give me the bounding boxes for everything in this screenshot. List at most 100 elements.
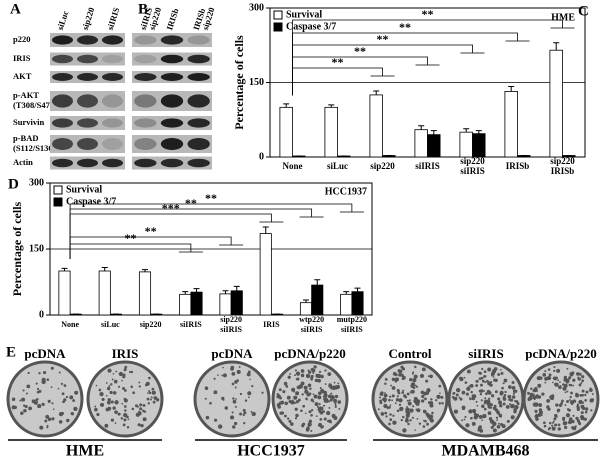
- colony: [416, 385, 419, 388]
- error-bar: [475, 130, 482, 134]
- dish: [193, 360, 271, 438]
- colony: [124, 409, 127, 412]
- colony: [490, 394, 495, 398]
- colony: [554, 423, 558, 427]
- bar: [459, 131, 473, 158]
- error-bar: [141, 269, 148, 272]
- colony: [512, 392, 515, 395]
- colony: [474, 413, 480, 418]
- colony: [98, 388, 102, 392]
- colony: [99, 392, 104, 397]
- colony: [482, 413, 487, 419]
- colony: [105, 394, 108, 397]
- colony: [142, 417, 147, 422]
- colony: [535, 394, 540, 399]
- colony: [384, 411, 388, 415]
- colony: [566, 378, 570, 382]
- colony: [293, 401, 296, 405]
- colony: [140, 423, 144, 428]
- colony: [71, 413, 75, 416]
- bar: [369, 94, 383, 158]
- colony: [396, 388, 400, 393]
- colony: [108, 385, 111, 387]
- colony: [436, 394, 441, 399]
- colony: [475, 379, 479, 383]
- colony: [217, 424, 223, 429]
- colony: [214, 418, 218, 422]
- blot-band: [102, 94, 123, 108]
- error-bar: [222, 290, 229, 294]
- colony: [391, 377, 396, 382]
- colony: [221, 374, 223, 377]
- colony: [513, 409, 517, 414]
- colony: [491, 373, 494, 375]
- colony: [569, 373, 573, 377]
- colony: [580, 417, 583, 421]
- y-tick-label: 0: [39, 309, 44, 320]
- colony: [314, 378, 319, 383]
- colony: [324, 398, 329, 403]
- colony: [558, 403, 563, 407]
- colony: [313, 369, 316, 372]
- colony: [556, 408, 561, 413]
- blot-row-label: (S112/S136): [13, 143, 56, 153]
- colony: [552, 420, 555, 423]
- colony: [231, 411, 234, 414]
- colony: [556, 368, 561, 373]
- colony: [408, 399, 411, 402]
- colony: [136, 405, 139, 408]
- error-bar: [193, 288, 200, 293]
- colony: [115, 370, 118, 373]
- cell-line-label: MDAMB468: [442, 443, 530, 460]
- blot-band: [102, 73, 123, 81]
- colony: [278, 388, 282, 392]
- error-bar: [314, 279, 321, 286]
- colony: [423, 409, 427, 414]
- significance-bracket: [292, 67, 395, 96]
- blot-row-label: p220: [13, 34, 30, 44]
- colony: [22, 389, 25, 392]
- colony: [486, 389, 491, 394]
- colony: [455, 393, 459, 397]
- colony: [483, 390, 485, 392]
- colony: [327, 372, 332, 376]
- colony: [233, 421, 238, 426]
- colony: [559, 381, 561, 383]
- colony: [295, 371, 301, 376]
- colony: [591, 393, 594, 396]
- colony: [139, 403, 143, 407]
- colony: [105, 382, 108, 384]
- colony: [110, 400, 114, 404]
- bar: [219, 293, 232, 316]
- colony: [458, 396, 461, 399]
- colony: [478, 377, 482, 381]
- blot-band: [52, 158, 73, 168]
- colony: [305, 373, 311, 379]
- error-bar: [373, 90, 380, 95]
- significance-bracket: [69, 213, 284, 259]
- colony: [418, 422, 422, 425]
- colony: [320, 388, 325, 394]
- colony: [25, 392, 28, 395]
- colony: [61, 412, 65, 415]
- colony: [312, 371, 315, 374]
- colony: [534, 409, 538, 413]
- colony: [140, 408, 143, 411]
- colony: [234, 380, 238, 384]
- colony: [246, 372, 251, 377]
- blot-row-label: p-BAD: [13, 133, 39, 143]
- colony: [288, 399, 292, 404]
- colony: [551, 424, 554, 427]
- colony: [391, 399, 394, 402]
- colony: [507, 385, 512, 389]
- x-tick-label: siIRIS: [341, 325, 363, 334]
- colony: [514, 389, 518, 393]
- colony: [481, 419, 483, 422]
- colony: [543, 424, 547, 428]
- colony: [61, 392, 65, 396]
- colony: [469, 383, 474, 388]
- colony: [121, 402, 124, 405]
- blot-band: [52, 118, 73, 128]
- colony: [382, 397, 388, 402]
- colony: [566, 400, 570, 404]
